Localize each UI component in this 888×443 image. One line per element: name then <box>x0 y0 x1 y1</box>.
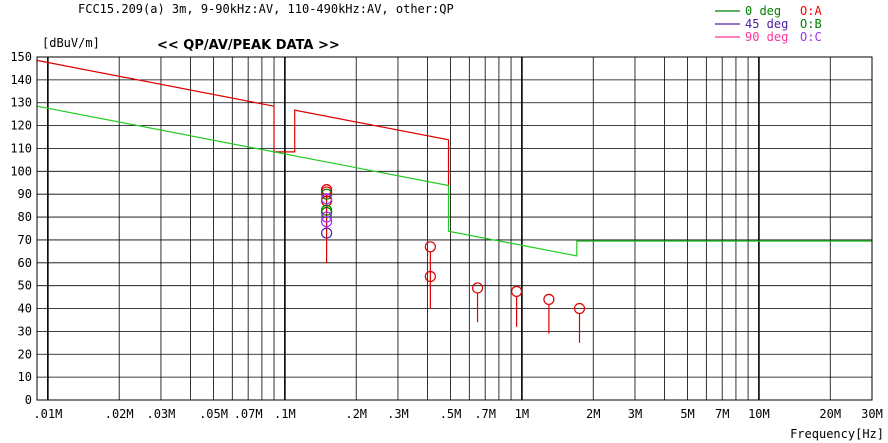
y-tick-label: 90 <box>18 187 32 201</box>
legend-marker-label: O:A <box>800 4 822 18</box>
x-tick-label: .2M <box>345 407 367 421</box>
data-marker <box>543 293 555 305</box>
y-tick-label: 110 <box>10 141 32 155</box>
x-tick-label: 7M <box>715 407 729 421</box>
x-axis-label: Frequency[Hz] <box>790 427 884 441</box>
y-tick-label: 120 <box>10 119 32 133</box>
x-tick-label: 10M <box>748 407 770 421</box>
y-tick-label: 150 <box>10 50 32 64</box>
x-tick-label: 2M <box>586 407 600 421</box>
x-tick-label: 3M <box>628 407 642 421</box>
chart-subtitle: FCC15.209(a) 3m, 9-90kHz:AV, 110-490kHz:… <box>78 2 454 16</box>
legend-marker-label: O:C <box>800 30 822 44</box>
y-tick-label: 0 <box>25 393 32 407</box>
x-tick-label: .5M <box>440 407 462 421</box>
data-marker <box>321 227 333 239</box>
y-tick-label: 60 <box>18 256 32 270</box>
x-tick-label: .3M <box>387 407 409 421</box>
x-tick-label: .03M <box>146 407 175 421</box>
x-tick-labels: .01M .02M .03M .05M .07M .1M .2M .3M .5M .7M 1M 2M 3… <box>33 407 882 421</box>
data-marker <box>424 241 436 253</box>
y-tick-label: 140 <box>10 73 32 87</box>
plot-frame <box>36 56 873 401</box>
y-tick-label: 30 <box>18 324 32 338</box>
y-tick-label: 50 <box>18 279 32 293</box>
x-tick-label: .02M <box>105 407 134 421</box>
data-marker <box>321 211 333 223</box>
x-tick-label: 1M <box>515 407 529 421</box>
y-tick-label: 20 <box>18 347 32 361</box>
x-tick-label: 30M <box>861 407 883 421</box>
data-marker <box>321 193 333 205</box>
legend-line-label: 45 deg <box>745 17 788 31</box>
y-axis-label: [dBuV/m] <box>42 36 100 50</box>
data-marker <box>511 285 523 297</box>
legend-line-label: 90 deg <box>745 30 788 44</box>
x-tick-label: .07M <box>234 407 263 421</box>
grid <box>36 56 873 401</box>
y-tick-label: 100 <box>10 164 32 178</box>
x-tick-label: 5M <box>680 407 694 421</box>
y-tick-label: 70 <box>18 233 32 247</box>
y-tick-label: 10 <box>18 370 32 384</box>
data-marker <box>471 282 484 294</box>
data-marker <box>321 206 333 219</box>
data-marker <box>321 216 333 228</box>
data-markers <box>321 184 586 343</box>
y-tick-labels: 0 10 20 30 40 50 60 70 80 90 100 110 120 130 140 150 <box>10 50 32 407</box>
y-tick-label: 130 <box>10 96 32 110</box>
x-tick-label: .01M <box>33 407 62 421</box>
x-tick-label: 20M <box>819 407 841 421</box>
x-tick-label: .7M <box>474 407 496 421</box>
x-tick-label: .1M <box>274 407 296 421</box>
data-marker <box>321 188 333 200</box>
legend: 0 deg O:A 45 deg O:B 90 deg O:C <box>715 4 822 44</box>
limit-lines <box>36 59 872 257</box>
y-tick-label: 40 <box>18 302 32 316</box>
data-marker <box>424 270 436 283</box>
x-tick-label: .05M <box>199 407 228 421</box>
limit-line-2 <box>36 105 872 257</box>
chart-title: << QP/AV/PEAK DATA >> <box>157 38 340 53</box>
limit-line-1 <box>36 59 450 186</box>
data-marker <box>573 302 586 315</box>
y-tick-label: 80 <box>18 210 32 224</box>
legend-line-label: 0 deg <box>745 4 781 18</box>
legend-marker-label: O:B <box>800 17 822 31</box>
